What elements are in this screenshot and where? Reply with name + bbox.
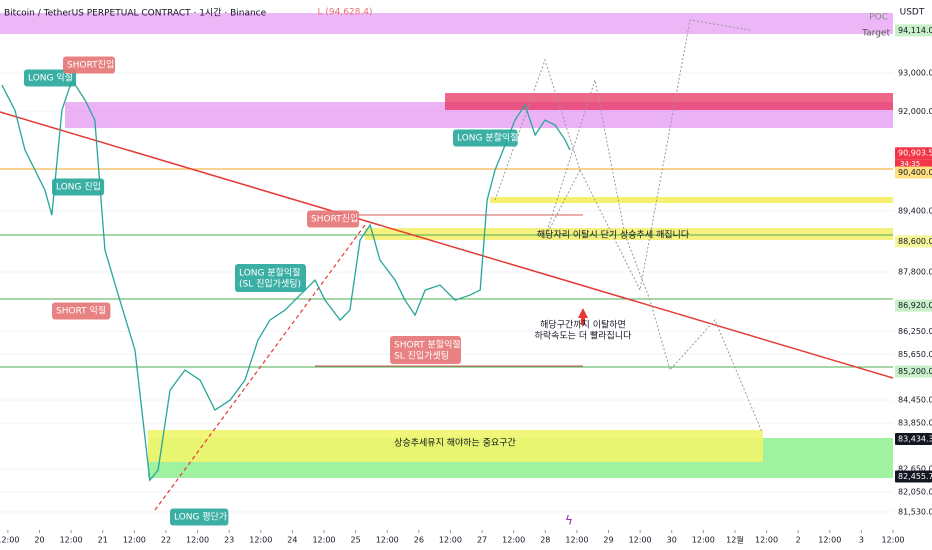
note: 해당구간까지 이탈하면 하락속도는 더 빨라집니다 [535,319,633,341]
price-badge [895,235,932,248]
annotation-text: SHORT 분할익절 SL 진입가셋팅 [394,338,461,361]
price-axis [893,0,932,550]
annotation-text: LONG 분할익절 (SL 진입가셋팅) [239,266,301,289]
arrow [578,308,588,325]
dashed-trendline [154,224,366,511]
price-badge [895,299,932,312]
y-tick-label: 93,000.0 [898,69,932,78]
x-tick-label: 21 [98,536,108,545]
price-line [1,78,571,482]
y-tick-label: 84,450.0 [898,396,932,405]
annotation-text: SHORT 익절 [56,305,106,317]
x-tick-label: 29 [603,536,613,545]
poc-label: POC [869,13,888,23]
y-tick-label: 82,650.0 [898,465,932,474]
annotation-text: SHORT진입 [311,213,358,225]
y-tick-label: 89,400.0 [898,206,932,215]
y-tick-label: 92,000.0 [898,107,932,116]
x-tick-label: 12월 [726,535,744,545]
y-tick-label: 81,530.0 [898,507,932,516]
annotation-box[interactable] [24,69,77,87]
price-badge [895,470,932,483]
red-zone [445,93,893,110]
x-tick-label: 12:00 [376,536,399,545]
x-tick-label: 24 [287,536,297,545]
x-tick-label: 12:00 [0,536,19,545]
top-zone [0,13,893,34]
note: 해당자리 이탈시 단기 상승추세 깨집니다 [537,229,690,241]
price-badge-label: 86,920.0 [898,301,932,310]
x-tick-label: 2 [796,536,801,545]
x-tick-label: 12:00 [502,536,525,545]
x-tick-label: 12:00 [692,536,715,545]
event-icon[interactable]: ϟ [565,514,573,528]
x-tick-label: 12:00 [60,536,83,545]
annotation-box[interactable] [63,56,116,74]
annotation-text: LONG 분할익절 [457,132,518,144]
price-badge [895,166,932,179]
yellow-zone [365,228,893,240]
x-tick-label: 12:00 [123,536,146,545]
currency: USDT [900,8,925,18]
annotation-text: LONG 진입 [56,181,101,193]
x-tick-label: 27 [477,536,487,545]
x-tick-label: 30 [667,536,677,545]
x-tick-label: 3 [859,536,864,545]
x-tick-label: 25 [351,536,361,545]
x-tick-label: 23 [224,536,234,545]
title: Bitcoin / TetherUS PERPETUAL CONTRACT · … [4,8,267,19]
y-tick-label: 82,050.0 [898,488,932,497]
annotation-text: LONG 익절 [28,72,73,84]
x-tick-label: 12:00 [881,536,904,545]
y-tick-label: 83,850.0 [898,419,932,428]
projection [494,58,763,433]
annotation-box[interactable] [390,336,461,364]
x-tick-label: 12:00 [755,536,778,545]
x-tick-label: 26 [414,536,424,545]
x-tick-label: 12:00 [629,536,652,545]
target-label: Target [861,29,890,39]
annotation-box[interactable] [170,508,229,526]
annotation-box[interactable] [52,302,111,320]
annotation-box[interactable] [235,264,306,292]
x-tick-label: 12:00 [186,536,209,545]
yellow-band [490,197,893,203]
time-axis [0,530,893,550]
price-badge-label: 85,200.0 [898,367,932,376]
x-tick-label: 12:00 [249,536,272,545]
x-tick-label: 22 [161,536,171,545]
note: 상승추세유지 해야하는 중요구간 [394,438,516,449]
annotation-box[interactable] [307,210,360,228]
price-badge-label: 90,903.5 [898,149,932,158]
annotation-text: LONG 평단가 [174,512,227,523]
price-badge-label: 88,600.0 [898,237,932,246]
annotation-box[interactable] [52,178,105,196]
price-badge-label: 94,114.0 [898,26,932,35]
price-badge [895,365,932,378]
x-tick-label: 12:00 [312,536,335,545]
price-badge-label: 83,434.3 [898,435,932,444]
x-tick-label: 12:00 [565,536,588,545]
countdown: 34:35 [900,160,920,168]
price-badge-label: 90,400.0 [898,168,932,177]
annotation-text: SHORT진입 [67,59,114,71]
high-marker: L (94,628.4) [318,8,373,18]
y-tick-label: 86,250.0 [898,327,932,336]
price-badge [895,433,932,446]
trendline [0,111,894,379]
annotation-box[interactable] [453,129,518,147]
y-tick-label: 85,650.0 [898,350,932,359]
price-badge [895,147,932,160]
price-badge [895,24,932,37]
countdown-bg [895,159,932,170]
x-tick-label: 12:00 [818,536,841,545]
important-zone [148,430,763,462]
x-tick-label: 20 [34,536,44,545]
x-tick-label: 12:00 [439,536,462,545]
x-tick-label: 28 [540,536,550,545]
y-tick-label: 87,800.0 [898,267,932,276]
price-badge-label: 82,455.7 [898,472,932,481]
